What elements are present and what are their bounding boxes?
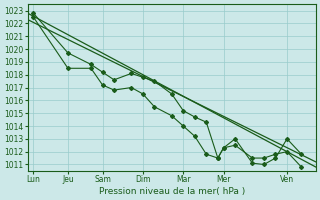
X-axis label: Pression niveau de la mer( hPa ): Pression niveau de la mer( hPa ) <box>99 187 245 196</box>
